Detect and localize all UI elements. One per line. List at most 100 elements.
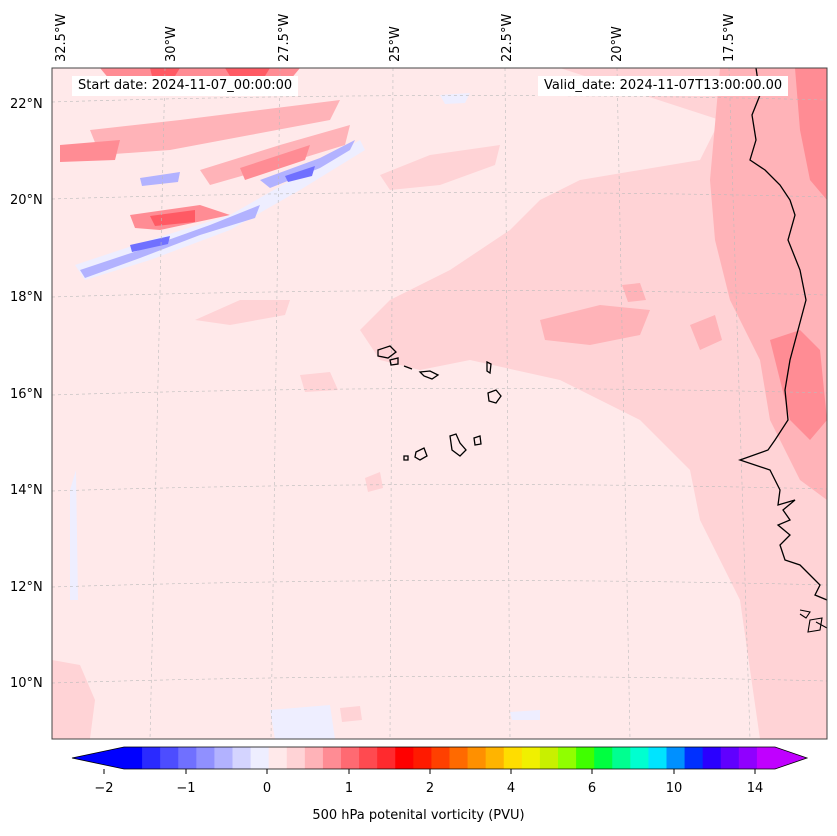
pv-pink-patch	[540, 305, 650, 345]
colorbar-tick-label: −2	[94, 781, 114, 796]
pv-field	[52, 68, 827, 739]
colorbar-cell	[341, 747, 360, 769]
colorbar-cell	[178, 747, 197, 769]
pv-red-streak	[60, 140, 120, 162]
colorbar-tick-label: 14	[746, 781, 764, 796]
map-border	[51, 67, 828, 740]
pv-blue-patch	[510, 710, 540, 720]
colorbar-cell	[612, 747, 631, 769]
island-brava	[403, 455, 409, 461]
pv-blue-streak	[80, 205, 260, 278]
pv-red-streak	[90, 100, 340, 155]
colorbar-cell	[286, 747, 306, 769]
island-sal	[486, 360, 492, 375]
island-santiago	[449, 433, 467, 457]
pv-light-pink-patch	[380, 145, 500, 190]
longitude-label: 30°W	[164, 26, 179, 62]
colorbar-cell	[576, 747, 595, 769]
colorbar-cell	[250, 747, 270, 769]
colorbar-cell	[521, 747, 541, 769]
pv-pink-patch	[52, 660, 95, 739]
colorbar-cell	[594, 747, 613, 769]
pv-pink-patch	[622, 283, 646, 302]
island-sao-nicolau	[403, 365, 440, 380]
longitude-label: 27.5°W	[277, 13, 292, 62]
colorbar-extend-left	[72, 747, 124, 769]
colorbar	[71, 746, 809, 774]
latitude-label: 12°N	[10, 580, 43, 595]
colorbar-cell	[648, 747, 667, 769]
longitude-label: 17.5°W	[722, 13, 737, 62]
colorbar-cell	[359, 747, 378, 769]
colorbar-cell	[431, 747, 450, 769]
colorbar-cell	[449, 747, 469, 769]
latitude-label: 18°N	[10, 290, 43, 305]
pv-light-pink-patch	[365, 472, 383, 492]
colorbar-ticks	[103, 769, 756, 774]
colorbar-cell	[395, 747, 414, 769]
colorbar-title: 500 hPa potenital vorticity (PVU)	[312, 808, 525, 823]
colorbar-cell	[467, 747, 487, 769]
colorbar-tick-label: 6	[587, 781, 597, 796]
colorbar-tick-label: 10	[665, 781, 683, 796]
latitude-label: 16°N	[10, 387, 43, 402]
longitude-label: 25°W	[388, 26, 403, 62]
colorbar-cell	[304, 747, 324, 769]
colorbar-cell	[214, 747, 233, 769]
pv-blue-streak	[260, 140, 355, 188]
longitude-label: 32.5°W	[54, 13, 69, 62]
pv-red-streak	[150, 210, 195, 226]
colorbar-cells	[124, 747, 776, 769]
pv-blue-streak	[140, 172, 180, 186]
pv-red-coastal-patch	[770, 330, 827, 440]
graticule	[52, 68, 827, 739]
pv-pink-patch	[690, 315, 722, 350]
africa-coastline	[738, 68, 827, 601]
colorbar-tick-label: 0	[262, 781, 272, 796]
colorbar-cell	[684, 747, 704, 769]
island-boa-vista	[487, 389, 502, 404]
latitude-label: 22°N	[10, 97, 43, 112]
colorbar-extend-right	[775, 747, 807, 769]
colorbar-cell	[720, 747, 740, 769]
colorbar-tick-label: −1	[176, 781, 196, 796]
pv-light-pink-patch	[300, 372, 338, 392]
colorbar-cell	[666, 747, 686, 769]
pv-blue-patch	[270, 705, 335, 739]
colorbar-cell	[124, 747, 143, 769]
colorbar-cell	[630, 747, 649, 769]
pv-red-streak	[200, 125, 350, 185]
pv-red-top-edge	[150, 68, 180, 76]
colorbar-cell	[196, 747, 215, 769]
colorbar-cell	[322, 747, 342, 769]
pv-red-coastal-patch	[795, 68, 827, 200]
colorbar-cell	[756, 747, 776, 769]
pv-blue-streak	[285, 166, 315, 182]
pv-pink-patch	[340, 706, 362, 722]
colorbar-cell	[485, 747, 505, 769]
longitude-label: 20°W	[610, 26, 625, 62]
cape-verde-islands	[377, 345, 502, 461]
island-maio	[473, 435, 482, 446]
colorbar-cell	[413, 747, 432, 769]
island-santo-antao	[377, 345, 397, 359]
longitude-label: 22.5°W	[500, 13, 515, 62]
latitude-label: 10°N	[10, 676, 43, 691]
island-fogo	[414, 447, 428, 461]
colorbar-cell	[503, 747, 523, 769]
colorbar-cell	[539, 747, 559, 769]
colorbar-tick-label: 1	[344, 781, 354, 796]
pv-red-top-edge	[225, 68, 270, 76]
start-date-label: Start date: 2024-11-07_00:00:00	[72, 76, 299, 96]
pv-light-pink-region	[360, 68, 827, 739]
colorbar-cell	[738, 747, 758, 769]
colorbar-cell	[142, 747, 161, 769]
colorbar-cell	[160, 747, 179, 769]
pv-blue-streak	[130, 236, 170, 252]
africa-coastline-detail	[799, 609, 827, 633]
pv-red-streak	[240, 145, 310, 180]
colorbar-cell	[232, 747, 252, 769]
latitude-label: 20°N	[10, 193, 43, 208]
colorbar-tick-label: 4	[506, 781, 516, 796]
